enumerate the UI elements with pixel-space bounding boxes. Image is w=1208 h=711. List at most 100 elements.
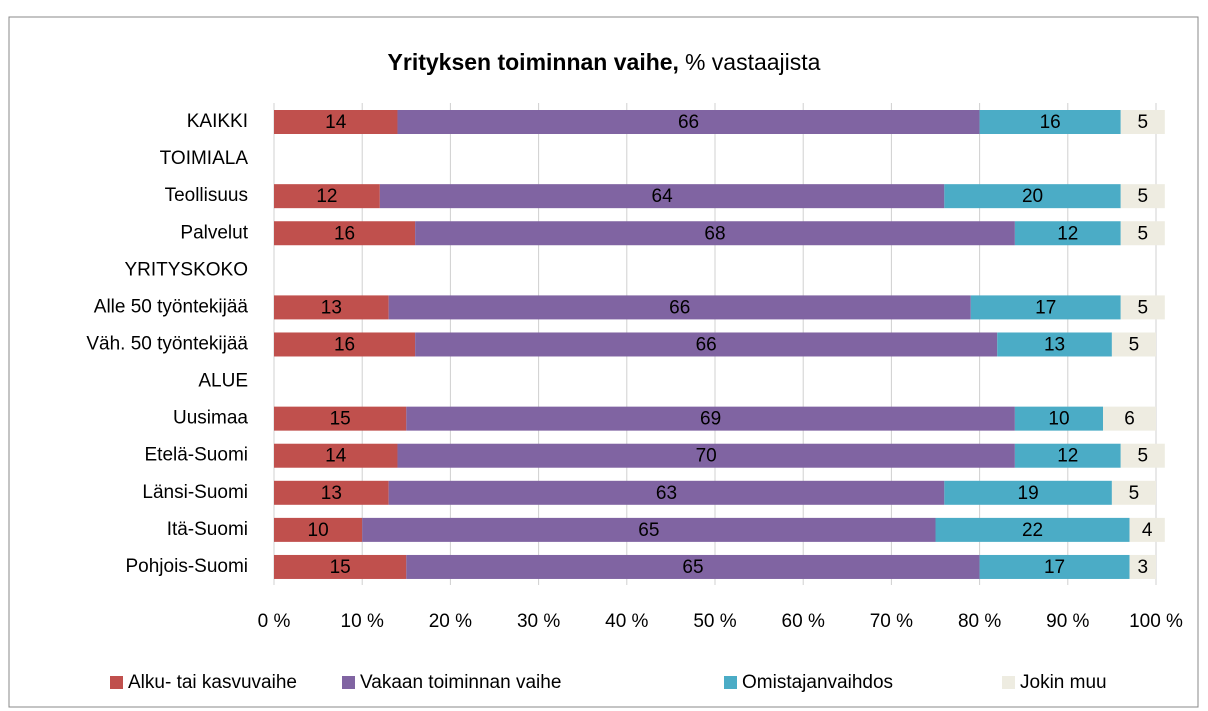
data-label: 6 [1124,409,1135,430]
legend-label: Jokin muu [1020,672,1107,693]
bar-segment [1111,480,1156,505]
x-tick-label: 0 % [258,611,291,632]
bar-segment [388,480,945,505]
data-label: 3 [1137,557,1148,578]
data-label: 66 [696,334,717,355]
bar-segment [1014,406,1104,431]
data-label: 16 [334,223,355,244]
data-label: 12 [1057,446,1078,467]
data-label: 65 [638,520,659,541]
bar-segment [979,110,1121,134]
data-label: 63 [656,483,677,504]
bar-segment [979,554,1130,579]
bar-segment [274,517,363,542]
x-tick-label: 40 % [605,611,648,632]
bar-segment [274,406,407,431]
bar-segment [997,332,1112,357]
bar-segment [1120,110,1165,134]
y-tick-label: Itä-Suomi [167,519,248,540]
x-tick-label: 50 % [693,611,736,632]
bar-segment [944,480,1112,505]
y-tick-label: Teollisuus [165,185,248,206]
data-label: 65 [682,557,703,578]
y-tick-label: Pohjois-Suomi [126,556,249,577]
x-tick-label: 10 % [341,611,384,632]
data-label: 64 [652,186,674,207]
y-tick-label: ALUE [198,371,248,392]
bar-segment [1120,443,1165,468]
data-label: 5 [1137,223,1148,244]
bar-segment [1129,517,1165,542]
legend-label: Alku- tai kasvuvaihe [128,672,297,693]
data-label: 14 [325,112,347,133]
bar-segment [1014,221,1121,246]
data-label: 10 [1048,409,1069,430]
bar-segment [415,221,1015,246]
y-tick-label: Etelä-Suomi [145,445,249,466]
data-label: 15 [330,409,351,430]
data-label: 22 [1022,520,1043,541]
data-label: 69 [700,409,721,430]
bar-segment [406,554,980,579]
data-label: 13 [321,483,342,504]
bar-segment [1014,443,1121,468]
bar-segment [406,406,1015,431]
data-label: 5 [1129,334,1140,355]
bar-segment [397,110,980,134]
data-label: 5 [1137,186,1148,207]
bar-segment [1120,184,1165,209]
bar-segment [1103,406,1156,431]
bar-segment [379,184,945,209]
y-tick-label: Uusimaa [173,408,248,429]
data-label: 12 [316,186,337,207]
bar-segment [970,295,1121,320]
data-label: 12 [1057,223,1078,244]
data-label: 14 [325,446,347,467]
legend-swatch [110,676,123,689]
data-label: 13 [321,297,342,318]
data-label: 19 [1018,483,1039,504]
data-label: 4 [1142,520,1153,541]
data-label: 17 [1035,297,1056,318]
chart-title: Yrityksen toiminnan vaihe, [388,49,679,75]
legend-label: Vakaan toiminnan vaihe [360,672,561,693]
data-label: 5 [1137,297,1148,318]
data-label: 10 [308,520,329,541]
bar-segment [274,554,407,579]
bar-segment [274,295,389,320]
chart-title-group: Yrityksen toiminnan vaihe,% vastaajista [388,49,821,75]
data-label: 66 [669,297,690,318]
y-tick-label: Palvelut [180,222,248,243]
bar-segment [274,480,389,505]
chart-subtitle: % vastaajista [685,49,821,75]
data-label: 20 [1022,186,1043,207]
bar-segment [274,184,380,209]
bar-segment [944,184,1121,209]
bar-segment [935,517,1130,542]
data-label: 5 [1137,112,1148,133]
data-label: 15 [330,557,351,578]
y-tick-label: TOIMIALA [160,148,249,169]
x-tick-label: 60 % [782,611,825,632]
y-tick-label: Väh. 50 työntekijää [86,333,248,354]
bar-segment [1120,221,1165,246]
data-label: 17 [1044,557,1065,578]
bar-segment [274,221,416,246]
bar-segment [1120,295,1165,320]
legend-label: Omistajanvaihdos [742,672,893,693]
data-label: 16 [334,334,355,355]
x-tick-label: 100 % [1129,611,1183,632]
bar-segment [1129,554,1156,579]
data-label: 16 [1040,112,1061,133]
x-tick-label: 70 % [870,611,913,632]
bar-segment [274,110,398,134]
legend-swatch [342,676,355,689]
data-label: 70 [696,446,717,467]
bar-segment [388,295,971,320]
y-tick-label: YRITYSKOKO [124,259,248,280]
x-tick-label: 90 % [1046,611,1089,632]
data-label: 66 [678,112,699,133]
y-tick-label: Alle 50 työntekijää [94,296,249,317]
x-tick-label: 20 % [429,611,472,632]
x-tick-label: 80 % [958,611,1001,632]
